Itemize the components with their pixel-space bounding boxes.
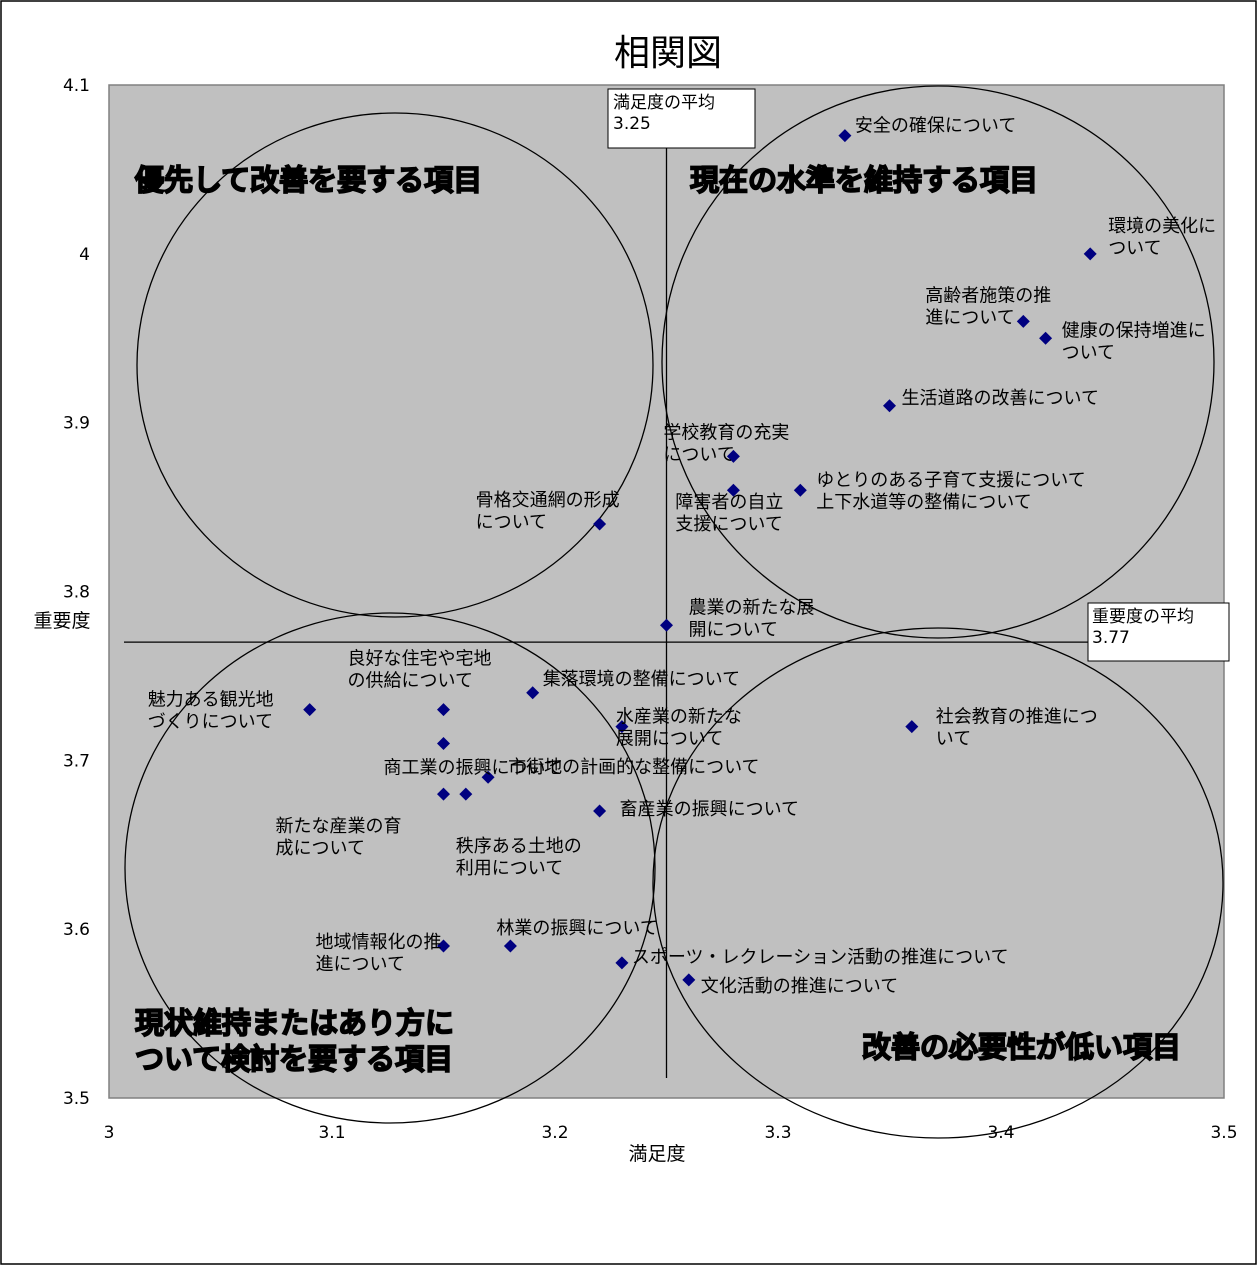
data-point-label: 林業の振興について — [496, 918, 657, 939]
data-point — [660, 618, 673, 632]
y-tick-label: 3.9 — [63, 414, 90, 434]
x-tick-label: 3.3 — [764, 1123, 791, 1143]
y-tick-label: 3.5 — [63, 1089, 90, 1109]
x-tick-label: 3.5 — [1210, 1123, 1237, 1143]
data-point — [437, 787, 450, 801]
data-point — [593, 804, 607, 818]
data-point — [838, 129, 852, 143]
data-point — [481, 770, 495, 784]
data-point — [1016, 314, 1030, 328]
chart-title: 相関図 — [614, 33, 722, 74]
data-point-label: 社会教育の推進について — [936, 707, 1098, 750]
quadrant-circle — [652, 627, 1224, 1139]
data-point-label: 商工業の振興について — [384, 757, 563, 778]
data-point — [437, 736, 450, 750]
x-tick-label: 3.2 — [541, 1123, 568, 1143]
data-point-label: 秩序ある土地の利用について — [456, 836, 582, 879]
data-point-label: 高齢者施策の推進について — [925, 285, 1051, 328]
y-tick-label: 3.8 — [63, 583, 90, 603]
data-point-label: 障害者の自立支援について — [675, 492, 783, 535]
y-tick-label: 3.6 — [63, 920, 90, 940]
data-point-label: 新たな産業の育成について — [276, 816, 402, 859]
x-axis-label: 満足度 — [628, 1143, 685, 1165]
x-tick-label: 3.4 — [987, 1123, 1014, 1143]
data-point-label: 畜産業の振興について — [620, 799, 799, 820]
y-tick-label: 3.7 — [63, 751, 90, 771]
satisfaction-average-label: 満足度の平均 3.25 — [613, 93, 715, 134]
data-point-label: 良好な住宅や宅地の供給について — [348, 649, 492, 692]
data-point — [459, 787, 473, 801]
data-point-label: ゆとりのある子育て支援について上下水道等の整備について — [816, 470, 1085, 513]
data-point-label: 魅力ある観光地づくりについて — [148, 690, 274, 733]
data-point — [526, 686, 540, 700]
x-tick-label: 3 — [104, 1123, 115, 1143]
data-point — [437, 703, 450, 717]
data-point — [303, 703, 317, 717]
quadrant-circle — [661, 85, 1215, 639]
data-point-label: 地域情報化の推進について — [316, 932, 442, 975]
data-point-label: 学校教育の充実について — [663, 422, 789, 465]
data-point — [883, 399, 896, 413]
data-point — [437, 939, 450, 953]
y-tick-label: 4.1 — [63, 76, 90, 96]
importance-average-note — [1087, 602, 1230, 662]
data-point-label: スポーツ・レクレーション活動の推進について — [632, 947, 1009, 968]
data-point-label: 骨格交通網の形成について — [476, 490, 620, 533]
data-point-label: 安全の確保について — [855, 116, 1016, 137]
importance-average-label: 重要度の平均 3.77 — [1092, 607, 1194, 648]
data-point-label: 市街地の計画的な整備について — [508, 757, 759, 778]
data-point-label: 生活道路の改善について — [902, 388, 1099, 409]
data-point-label: 農業の新たな展開について — [689, 597, 815, 640]
satisfaction-average-note — [607, 88, 756, 149]
data-point — [1039, 331, 1053, 345]
quadrant-label-top-right: 現在の水準を維持する項目 — [690, 163, 1038, 197]
quadrant-circle — [124, 612, 656, 1124]
data-point — [615, 956, 629, 970]
data-point — [682, 973, 696, 987]
quadrant-label-top-left: 優先して改善を要する項目 — [134, 163, 482, 197]
y-axis-label: 重要度 — [33, 610, 90, 632]
data-point-label: 集落環境の整備について — [543, 669, 740, 690]
data-point-label: 水産業の新たな展開について — [616, 707, 742, 750]
y-tick-label: 4 — [79, 245, 90, 265]
data-point — [726, 449, 740, 463]
quadrant-label-bottom-left: 現状維持またはあり方について検討を要する項目 — [135, 1006, 454, 1076]
data-point — [793, 483, 807, 497]
data-point — [593, 517, 607, 531]
data-point-label: 環境の美化について — [1108, 216, 1216, 259]
data-point-label: 文化活動の推進について — [701, 976, 898, 997]
data-point-label: 健康の保持増進について — [1062, 320, 1206, 363]
data-point — [503, 939, 517, 953]
quadrant-circle — [136, 112, 654, 618]
data-point — [905, 720, 919, 734]
data-point — [726, 483, 740, 497]
quadrant-label-bottom-right: 改善の必要性が低い項目 — [862, 1030, 1181, 1064]
data-point — [615, 720, 629, 734]
data-point — [1083, 247, 1097, 261]
x-tick-label: 3.1 — [318, 1123, 345, 1143]
